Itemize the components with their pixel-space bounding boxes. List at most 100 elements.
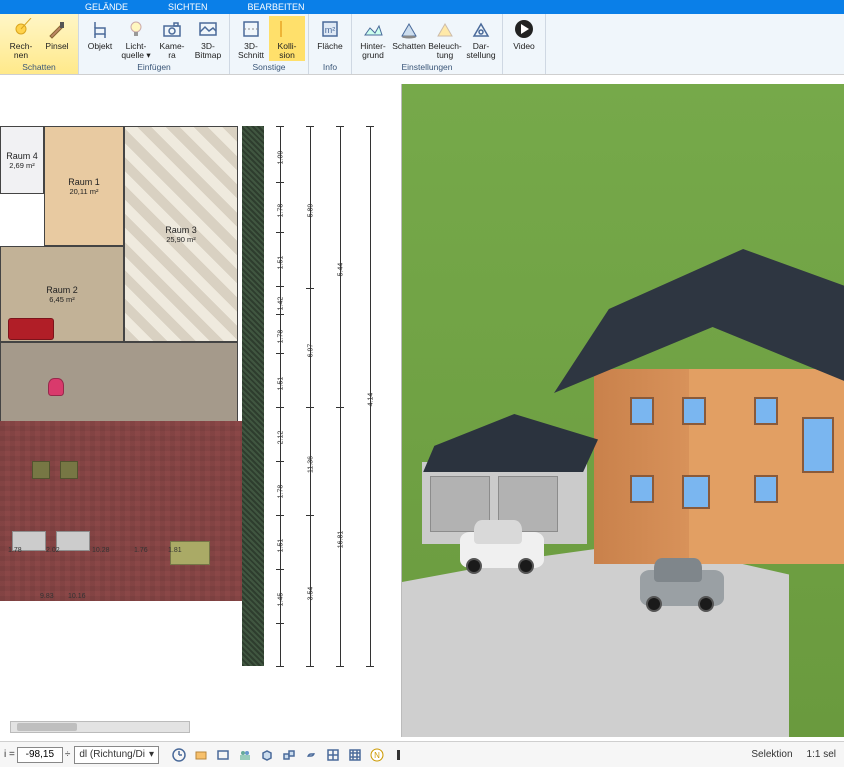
link-icon[interactable] bbox=[303, 747, 319, 763]
collision-icon bbox=[275, 17, 299, 41]
hintergrund-button-label: Hinter- grund bbox=[360, 42, 386, 60]
direction-dropdown-label: dl (Richtung/Di bbox=[79, 749, 145, 760]
grid1-icon[interactable] bbox=[325, 747, 341, 763]
house-window bbox=[754, 475, 778, 503]
schatten-button[interactable]: Schatten bbox=[391, 16, 427, 61]
3d-schnitt-button[interactable]: 3D- Schnitt bbox=[233, 16, 269, 61]
box-icon[interactable] bbox=[193, 747, 209, 763]
cubes-icon[interactable] bbox=[281, 747, 297, 763]
status-tool-icons: N bbox=[171, 747, 407, 763]
grid2-icon[interactable] bbox=[347, 747, 363, 763]
dimension-value: 5.89 bbox=[308, 204, 315, 218]
chair-icon bbox=[88, 17, 112, 41]
3d-bitmap-button[interactable]: 3D- Bitmap bbox=[190, 16, 226, 61]
horizontal-dimensions: 1.78 2.02 10.28 1.76 1.81 bbox=[0, 547, 240, 587]
hintergrund-button[interactable]: Hinter- grund bbox=[355, 16, 391, 61]
menu-tab-bearbeiten[interactable]: BEARBEITEN bbox=[248, 2, 305, 12]
furniture-chair[interactable] bbox=[48, 378, 64, 396]
ribbon-group-label bbox=[506, 71, 542, 74]
room-name: Raum 3 bbox=[165, 225, 197, 235]
flaeche-button[interactable]: m²Fläche bbox=[312, 16, 348, 61]
house-window bbox=[754, 397, 778, 425]
status-bar: i = ÷ dl (Richtung/Di ▾ N Selektion 1:1 … bbox=[0, 741, 844, 767]
video-button[interactable]: Video bbox=[506, 16, 542, 71]
kollision-button-label: Kolli- sion bbox=[278, 42, 297, 60]
dimension-value: 5.44 bbox=[338, 263, 345, 277]
ribbon-group-label: Einfügen bbox=[82, 61, 226, 74]
objekt-button[interactable]: Objekt bbox=[82, 16, 118, 61]
ribbon-toolbar: Rech- nen Pinsel Schatten Objekt Licht- quel… bbox=[0, 14, 844, 74]
spinner-suffix: ÷ bbox=[65, 749, 71, 760]
room-name: Raum 2 bbox=[46, 285, 78, 295]
cube-icon[interactable] bbox=[259, 747, 275, 763]
info-icon[interactable] bbox=[391, 747, 407, 763]
people-icon[interactable] bbox=[237, 747, 253, 763]
dimension-value: 2.12 bbox=[278, 430, 285, 444]
terrace-furniture bbox=[32, 461, 50, 479]
3d-view-pane[interactable] bbox=[402, 84, 844, 737]
svg-text:N: N bbox=[374, 751, 380, 760]
dimension-value: 16.81 bbox=[338, 531, 345, 549]
dimension-value: 1.51 bbox=[278, 256, 285, 270]
rechnen-button[interactable]: Rech- nen bbox=[3, 16, 39, 61]
scrollbar-thumb[interactable] bbox=[17, 723, 77, 731]
objekt-button-label: Objekt bbox=[88, 42, 113, 51]
kollision-button[interactable]: Kolli- sion bbox=[269, 16, 305, 61]
house-window bbox=[630, 475, 654, 503]
svg-text:m²: m² bbox=[325, 25, 336, 35]
direction-dropdown[interactable]: dl (Richtung/Di ▾ bbox=[74, 746, 159, 764]
3d-schnitt-button-label: 3D- Schnitt bbox=[238, 42, 264, 60]
floorplan-pane[interactable]: Raum 42,69 m²Raum 120,11 m²Raum 325,90 m… bbox=[0, 84, 402, 737]
rect-icon[interactable] bbox=[215, 747, 231, 763]
menu-tabs: GELÄNDE SICHTEN BEARBEITEN bbox=[0, 0, 844, 14]
bulb-icon bbox=[124, 17, 148, 41]
dimension-value: 1.78 bbox=[278, 330, 285, 344]
ribbon-group-label: Sonstige bbox=[233, 61, 305, 74]
lichtquelle-button[interactable]: Licht- quelle ▾ bbox=[118, 16, 154, 61]
pinsel-button[interactable]: Pinsel bbox=[39, 16, 75, 61]
room-name: Raum 1 bbox=[68, 177, 100, 187]
north-icon[interactable]: N bbox=[369, 747, 385, 763]
3d-bitmap-button-label: 3D- Bitmap bbox=[195, 42, 221, 60]
dimension-value: 1.78 bbox=[278, 204, 285, 218]
beleuchtung-button[interactable]: Beleuch- tung bbox=[427, 16, 463, 61]
clock-icon[interactable] bbox=[171, 747, 187, 763]
dimension-value: 1.81 bbox=[168, 547, 182, 554]
lichtquelle-button-label: Licht- quelle ▾ bbox=[121, 42, 150, 60]
schatten-button-label: Schatten bbox=[392, 42, 426, 51]
room-name: Raum 4 bbox=[6, 151, 38, 161]
workspace: Raum 42,69 m²Raum 120,11 m²Raum 325,90 m… bbox=[0, 84, 844, 737]
house-window bbox=[630, 397, 654, 425]
kamera-button[interactable]: Kame- ra bbox=[154, 16, 190, 61]
sun-icon bbox=[9, 17, 33, 41]
room-area: 25,90 m² bbox=[166, 235, 196, 244]
dimension-value: 10.16 bbox=[68, 593, 86, 600]
dimension-value: 1.78 bbox=[8, 547, 22, 554]
dimension-value: 1.78 bbox=[278, 484, 285, 498]
furniture-sofa[interactable] bbox=[8, 318, 54, 340]
room-area: 6,45 m² bbox=[49, 295, 74, 304]
light-icon bbox=[433, 17, 457, 41]
dimension-value: 3.54 bbox=[308, 587, 315, 601]
room-2[interactable]: Raum 120,11 m² bbox=[44, 126, 124, 246]
dimension-value: 9.83 bbox=[40, 593, 54, 600]
darstellung-button[interactable]: Dar- stellung bbox=[463, 16, 499, 61]
dimension-value: 10.28 bbox=[92, 547, 110, 554]
horizontal-scrollbar[interactable] bbox=[10, 721, 190, 733]
house-window bbox=[802, 417, 834, 473]
menu-tab-sichten[interactable]: SICHTEN bbox=[168, 2, 208, 12]
menu-tab-gelaende[interactable]: GELÄNDE bbox=[85, 2, 128, 12]
dimension-value: 1.51 bbox=[278, 376, 285, 390]
cut-icon bbox=[239, 17, 263, 41]
coordinate-input[interactable] bbox=[17, 747, 63, 763]
dimension-value: 1.09 bbox=[278, 151, 285, 165]
house-3d bbox=[554, 249, 844, 564]
ribbon-group-label: Schatten bbox=[3, 61, 75, 74]
dimension-value: 2.02 bbox=[46, 547, 60, 554]
room-1[interactable]: Raum 42,69 m² bbox=[0, 126, 44, 194]
dimension-value: 1.76 bbox=[134, 547, 148, 554]
room-3[interactable]: Raum 325,90 m² bbox=[124, 126, 238, 342]
pinsel-button-label: Pinsel bbox=[45, 42, 68, 51]
selection-label: Selektion bbox=[751, 749, 792, 760]
car-2 bbox=[632, 552, 732, 612]
